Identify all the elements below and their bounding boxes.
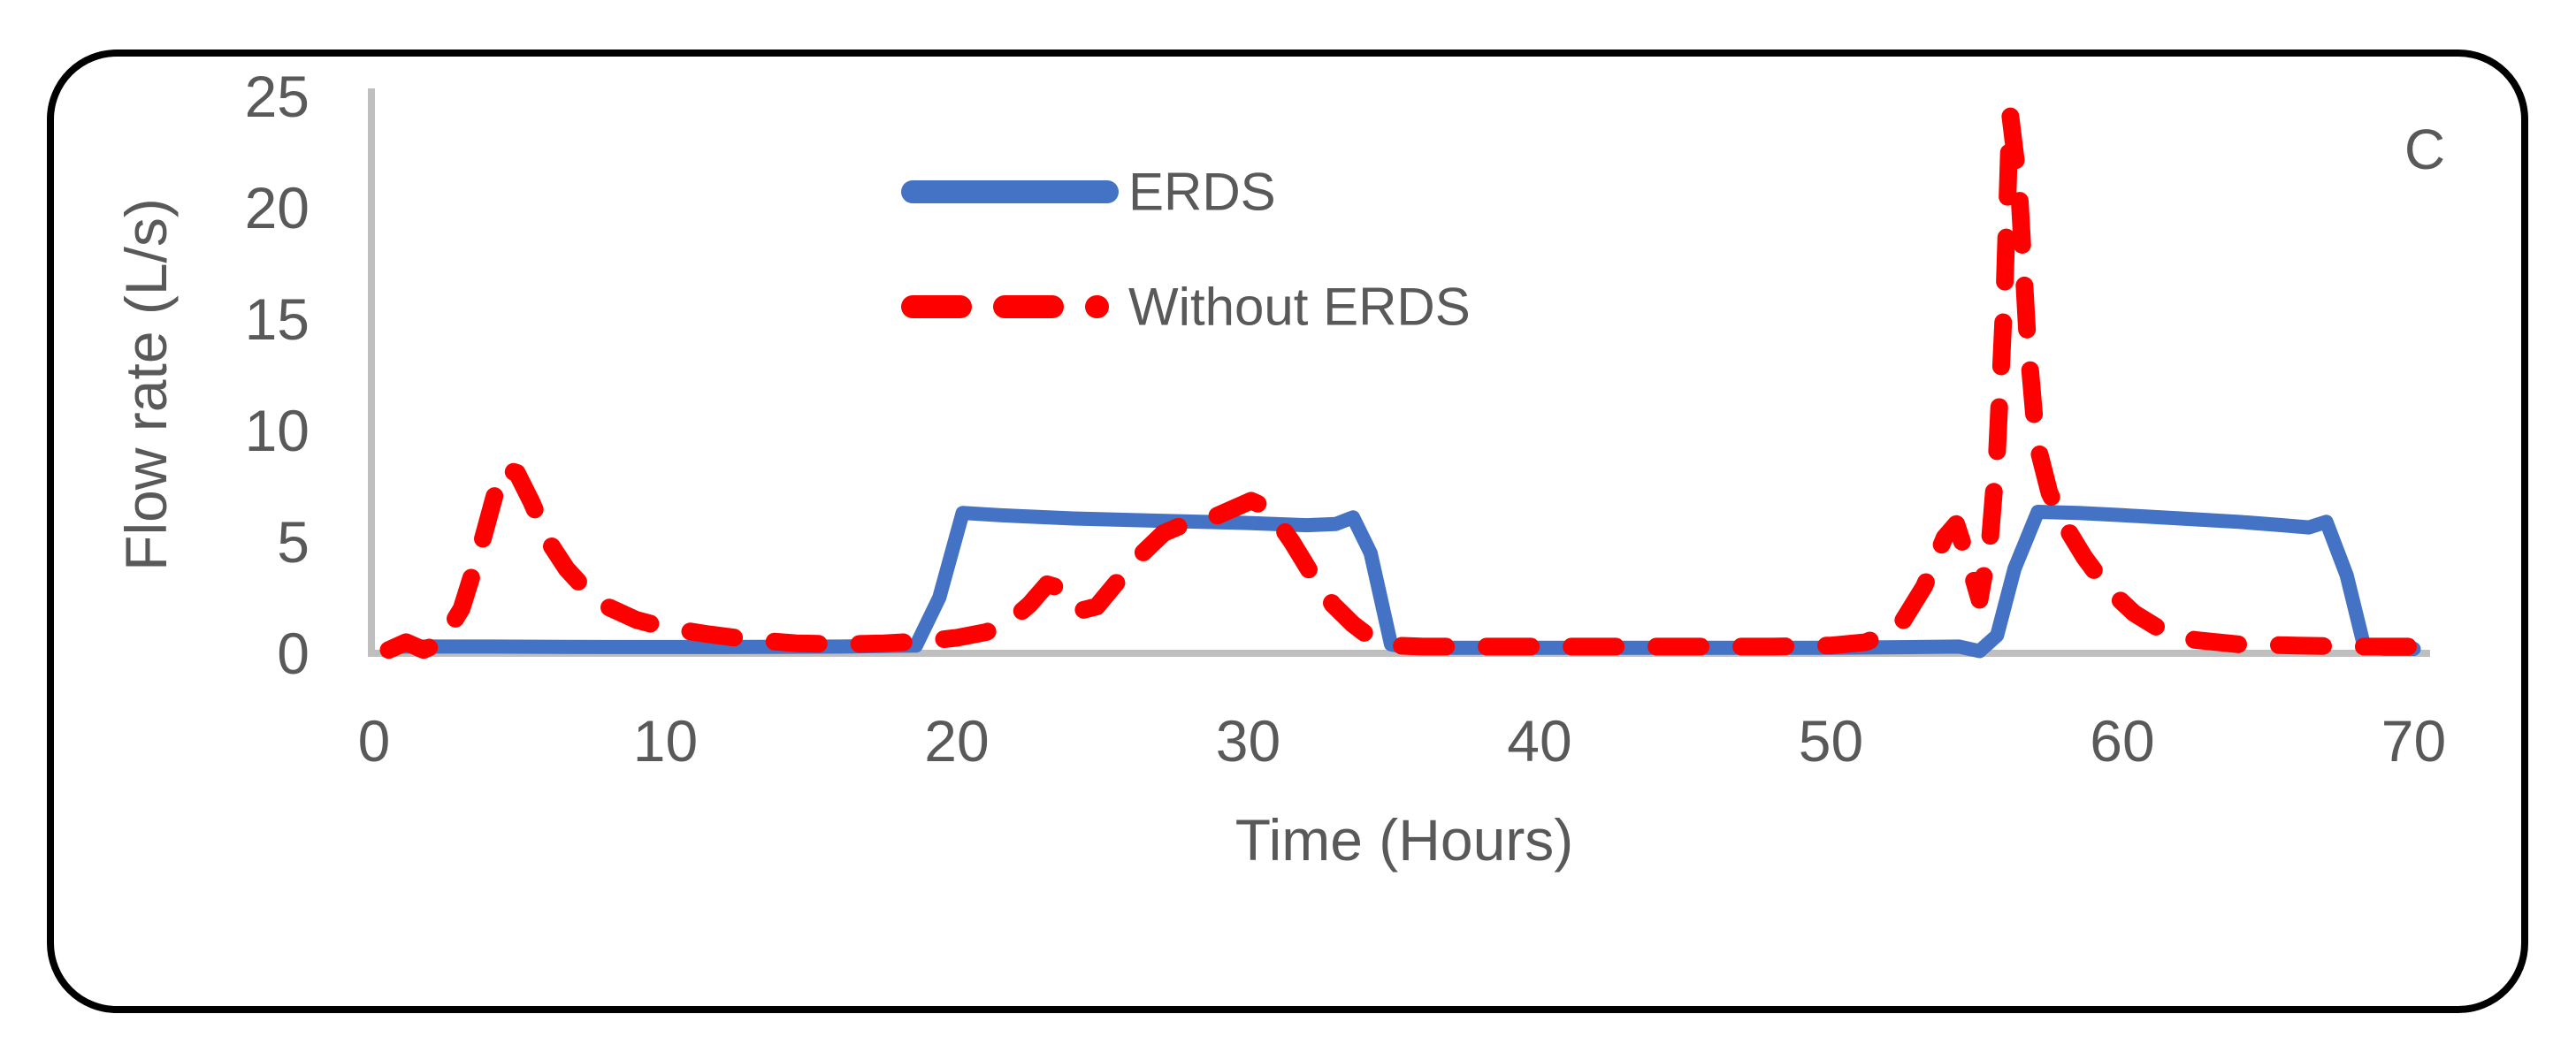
x-tick-label: 40	[1507, 708, 1571, 774]
y-tick-label: 10	[245, 398, 310, 463]
panel-letter: C	[2404, 118, 2445, 181]
x-axis-title: Time (Hours)	[1235, 807, 1574, 873]
legend: ERDS Without ERDS	[901, 163, 1471, 337]
x-tick-label: 30	[1216, 708, 1280, 774]
y-tick-label: 25	[245, 64, 310, 129]
y-axis-title: Flow rate (L/s)	[113, 198, 179, 571]
y-tick-label: 5	[277, 509, 310, 575]
x-tick-label: 50	[1799, 708, 1863, 774]
y-tick-label: 15	[245, 286, 310, 352]
legend-label-erds: ERDS	[1128, 163, 1276, 222]
x-tick-label: 70	[2381, 708, 2446, 774]
chart-series	[379, 105, 2423, 659]
y-axis-tick-labels: 0 5 10 15 20 25	[245, 64, 310, 686]
x-axis-tick-labels: 0 10 20 30 40 50 60 70	[358, 708, 2447, 774]
y-tick-label: 20	[245, 175, 310, 240]
x-tick-label: 60	[2090, 708, 2154, 774]
x-tick-label: 10	[633, 708, 698, 774]
figure-border	[47, 50, 2528, 1013]
x-tick-label: 0	[358, 708, 391, 774]
x-tick-label: 20	[924, 708, 989, 774]
y-tick-label: 0	[277, 621, 310, 686]
legend-label-without-erds: Without ERDS	[1128, 278, 1471, 337]
series-line-without-erds	[379, 105, 2423, 659]
